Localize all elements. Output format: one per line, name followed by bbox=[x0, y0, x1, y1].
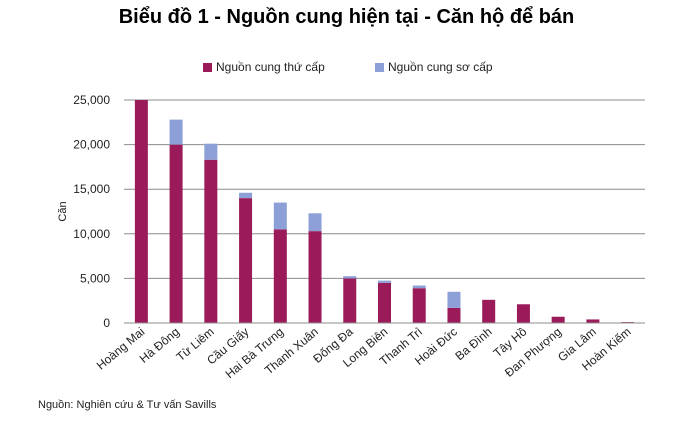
legend-swatch-primary bbox=[375, 62, 384, 72]
bar-primary-supply bbox=[378, 280, 391, 283]
legend-item-primary: Nguồn cung sơ cấp bbox=[375, 60, 493, 74]
bar-secondary-supply bbox=[134, 100, 148, 323]
bar-secondary-supply bbox=[482, 299, 496, 323]
bar-secondary-supply bbox=[516, 304, 530, 323]
bar-secondary-supply bbox=[169, 144, 183, 323]
y-tick-label: 20,000 bbox=[73, 138, 110, 152]
legend-label-primary: Nguồn cung sơ cấp bbox=[388, 60, 493, 74]
bar-primary-supply bbox=[308, 213, 322, 232]
y-tick-label: 10,000 bbox=[73, 227, 110, 241]
bar-primary-supply bbox=[412, 285, 426, 289]
y-tick-label: 25,000 bbox=[73, 93, 110, 107]
x-tick-label: Hà Đông bbox=[137, 325, 182, 366]
bar-primary-supply bbox=[204, 143, 218, 160]
bar-secondary-supply bbox=[239, 198, 253, 323]
bar-secondary-supply bbox=[412, 288, 426, 323]
bar-primary-supply bbox=[239, 192, 253, 199]
y-axis-label: Căn bbox=[57, 201, 69, 221]
bar-secondary-supply bbox=[586, 319, 600, 323]
bar-secondary-supply bbox=[447, 307, 461, 323]
y-tick-label: 0 bbox=[103, 316, 110, 330]
bar-secondary-supply bbox=[378, 282, 391, 323]
y-tick-label: 15,000 bbox=[73, 182, 110, 196]
bar-secondary-supply bbox=[343, 278, 357, 323]
x-tick-label: Ba Đình bbox=[452, 325, 494, 364]
bar-primary-supply bbox=[273, 202, 287, 230]
bar-secondary-supply bbox=[551, 316, 565, 323]
bar-secondary-supply bbox=[308, 231, 322, 323]
legend-item-secondary: Nguồn cung thứ cấp bbox=[203, 60, 325, 74]
bar-primary-supply bbox=[447, 291, 461, 308]
legend-label-secondary: Nguồn cung thứ cấp bbox=[216, 60, 325, 74]
legend-swatch-secondary bbox=[203, 62, 212, 72]
x-tick-label: Hoàng Mai bbox=[94, 325, 147, 373]
y-tick-label: 5,000 bbox=[80, 271, 110, 285]
bar-primary-supply bbox=[343, 276, 357, 279]
source-note: Nguồn: Nghiên cứu & Tư vấn Savills bbox=[38, 399, 217, 411]
bar-secondary-supply bbox=[204, 159, 218, 323]
chart-title: Biểu đồ 1 - Nguồn cung hiện tại - Căn hộ… bbox=[118, 6, 575, 28]
bar-secondary-supply bbox=[273, 229, 287, 323]
bar-primary-supply bbox=[169, 119, 183, 145]
